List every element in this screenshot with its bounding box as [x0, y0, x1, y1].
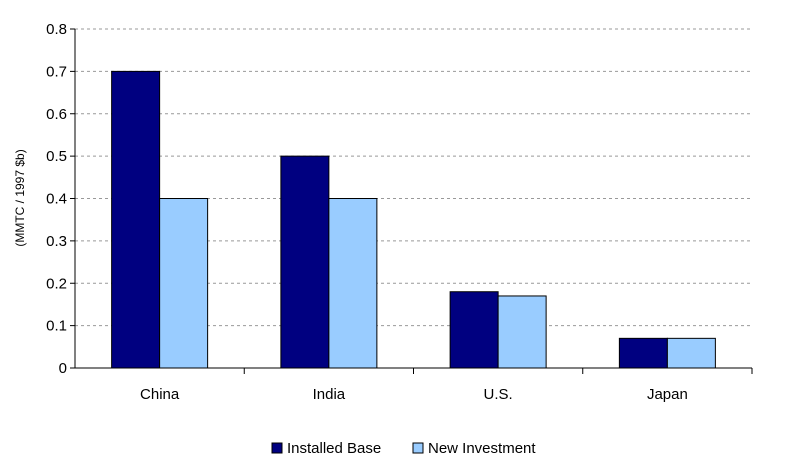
bar-new-investment-india: [328, 198, 378, 369]
x-category-label: Japan: [647, 386, 688, 403]
legend-swatch: [412, 442, 424, 454]
y-tick-label: 0.2: [46, 275, 67, 292]
legend-swatch: [271, 442, 283, 454]
y-tick-label: 0.8: [46, 21, 67, 38]
y-tick-label: 0.7: [46, 63, 67, 80]
y-tick-label: 0.4: [46, 191, 67, 208]
y-tick-label: 0.6: [46, 106, 67, 123]
x-category-label: U.S.: [484, 386, 513, 403]
legend: Installed Base New Investment: [271, 440, 536, 457]
bar-new-investment-china: [159, 198, 209, 369]
gridlines: [75, 28, 752, 327]
y-tick-label: 0.1: [46, 318, 67, 335]
bar-installed-base-japan: [618, 337, 668, 369]
x-axis-categories: China India U.S. Japan: [140, 386, 688, 403]
y-axis-ticks: 0 0.1 0.2 0.3 0.4 0.5 0.6 0.7 0.8: [46, 21, 75, 377]
bar-new-investment-us: [497, 295, 547, 369]
axes: [74, 29, 753, 374]
bar-new-investment-japan: [666, 337, 716, 369]
bars: [111, 70, 716, 369]
bar-installed-base-india: [280, 155, 330, 369]
y-axis-label: (MMTC / 1997 $b): [13, 149, 27, 246]
y-tick-label: 0: [59, 360, 67, 377]
bar-installed-base-us: [449, 291, 499, 369]
legend-label: New Investment: [428, 440, 536, 457]
x-category-label: China: [140, 386, 180, 403]
x-category-label: India: [313, 386, 346, 403]
y-tick-label: 0.5: [46, 148, 67, 165]
bar-installed-base-china: [111, 70, 161, 369]
legend-label: Installed Base: [287, 440, 381, 457]
y-tick-label: 0.3: [46, 233, 67, 250]
